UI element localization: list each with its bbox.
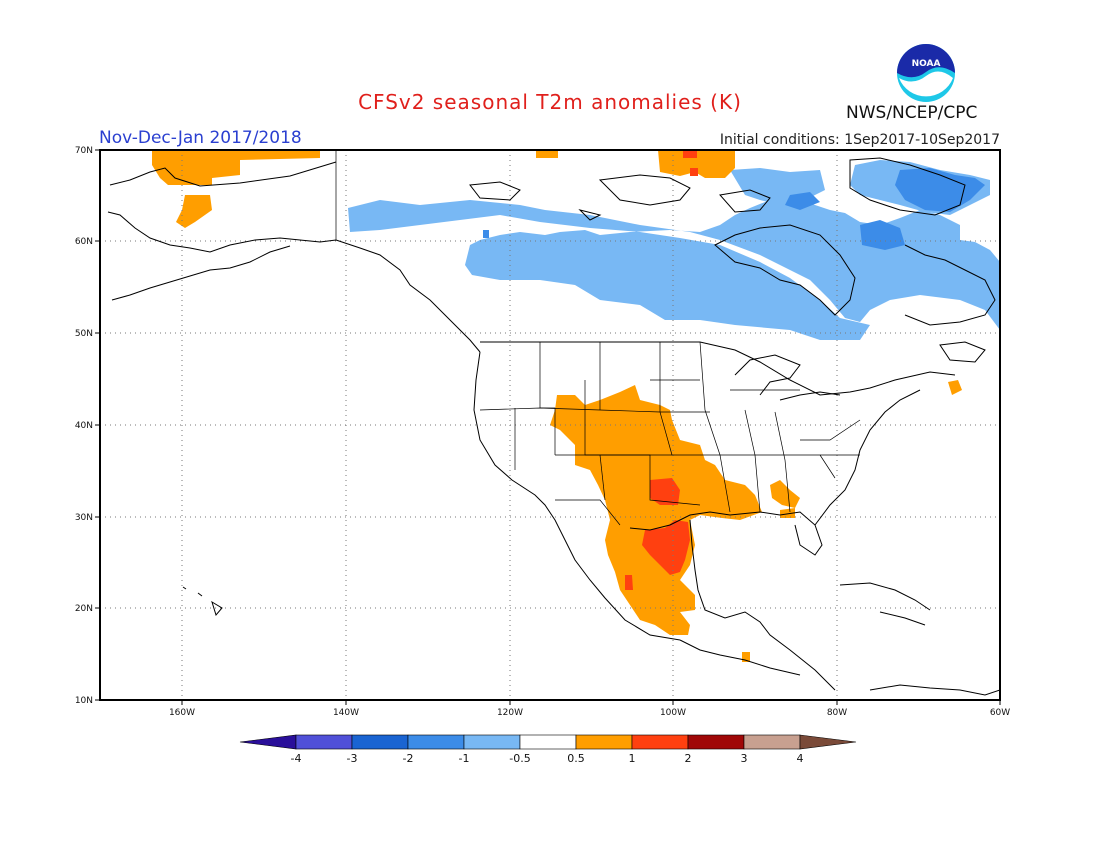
lat-label-70n: 70N (75, 146, 93, 156)
colorbar-swatch (743, 734, 801, 750)
lat-label-60n: 60N (75, 237, 93, 247)
lat-label-30n: 30N (75, 513, 93, 523)
colorbar-label: 0.5 (567, 752, 585, 765)
colorbar-swatch (519, 734, 577, 750)
cool-anomaly-core (483, 168, 985, 250)
colorbar-label: -3 (347, 752, 358, 765)
colorbar-swatch (295, 734, 353, 750)
colorbar-label: 4 (797, 752, 804, 765)
lat-label-40n: 40N (75, 421, 93, 431)
colorbar-label: 3 (741, 752, 748, 765)
colorbar-legend: -4 -3 -2 -1 -0.5 0.5 1 2 3 4 (239, 734, 857, 765)
colorbar-label: -4 (291, 752, 302, 765)
colorbar-label: -0.5 (509, 752, 530, 765)
colorbar-swatch (687, 734, 745, 750)
coastlines (107, 157, 1000, 696)
lon-label-160w: 160W (169, 708, 195, 718)
lon-label-100w: 100W (660, 708, 686, 718)
initial-conditions: Initial conditions: 1Sep2017-10Sep2017 (719, 132, 1000, 148)
lat-label-20n: 20N (75, 604, 93, 614)
forecast-period: Nov-Dec-Jan 2017/2018 (99, 128, 302, 148)
warm-anomaly-core (625, 150, 698, 590)
colorbar-label: -2 (403, 752, 414, 765)
noaa-logo: NOAA (897, 44, 955, 102)
lon-label-140w: 140W (333, 708, 359, 718)
colorbar-label: -1 (459, 752, 470, 765)
noaa-logo-text: NOAA (912, 59, 941, 69)
warm-anomaly-region (152, 150, 962, 662)
colorbar-arrow-high (799, 734, 857, 750)
lat-label-50n: 50N (75, 329, 93, 339)
colorbar-label: 1 (629, 752, 636, 765)
colorbar-swatch (351, 734, 409, 750)
axis-ticks (95, 149, 1001, 705)
lon-label-60w: 60W (990, 708, 1010, 718)
lon-label-120w: 120W (497, 708, 523, 718)
lat-lon-grid (100, 150, 1000, 700)
colorbar-label: 2 (685, 752, 692, 765)
lon-label-80w: 80W (827, 708, 847, 718)
political-boundaries (335, 150, 861, 526)
colorbar-swatch (575, 734, 633, 750)
colorbar-swatch (407, 734, 465, 750)
colorbar-swatch (631, 734, 689, 750)
colorbar-swatch (463, 734, 521, 750)
agency-label: NWS/NCEP/CPC (846, 103, 978, 123)
map-title: CFSv2 seasonal T2m anomalies (K) (358, 90, 742, 114)
colorbar-arrow-low (239, 734, 297, 750)
lat-label-10n: 10N (75, 696, 93, 706)
